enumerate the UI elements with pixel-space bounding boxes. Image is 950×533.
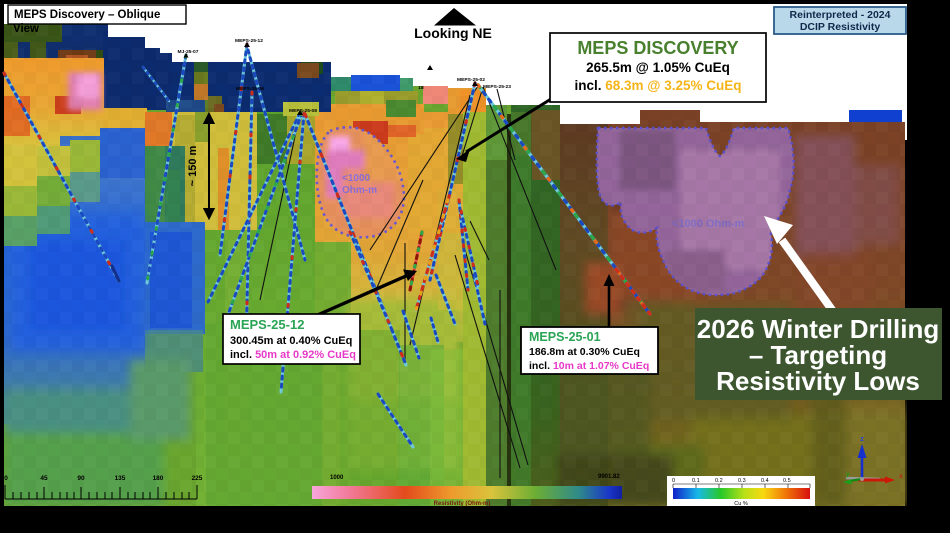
svg-text:incl. 10m at 1.07% CuEq: incl. 10m at 1.07% CuEq xyxy=(529,360,649,372)
svg-text:MEPS-25-12: MEPS-25-12 xyxy=(230,317,304,332)
svg-text:0: 0 xyxy=(672,478,675,484)
svg-text:Cu %: Cu % xyxy=(734,501,748,507)
svg-text:225: 225 xyxy=(192,475,203,482)
svg-text:0.3: 0.3 xyxy=(738,478,746,484)
svg-text:MEPS Discovery – Oblique: MEPS Discovery – Oblique xyxy=(14,9,160,21)
svg-text:MEPS-25-02: MEPS-25-02 xyxy=(457,77,485,83)
svg-text:45: 45 xyxy=(40,475,48,482)
svg-text:Reinterpreted - 2024: Reinterpreted - 2024 xyxy=(790,9,891,21)
svg-text:1000: 1000 xyxy=(330,475,344,481)
svg-text:Looking NE: Looking NE xyxy=(414,25,492,41)
svg-text:– Targeting: – Targeting xyxy=(749,340,887,370)
svg-text:0.4: 0.4 xyxy=(761,478,769,484)
svg-text:90: 90 xyxy=(77,475,85,482)
svg-text:MEPS-25-06: MEPS-25-06 xyxy=(236,86,264,92)
svg-text:incl. 68.3m @ 3.25% CuEq: incl. 68.3m @ 3.25% CuEq xyxy=(575,78,742,93)
svg-text:x: x xyxy=(899,473,903,480)
svg-text:MEPS-25-12: MEPS-25-12 xyxy=(235,38,263,44)
svg-text:Resistivity Lows: Resistivity Lows xyxy=(716,366,920,396)
svg-text:MEPS-25-08: MEPS-25-08 xyxy=(289,108,317,114)
svg-text:y: y xyxy=(846,472,850,478)
svg-text:135: 135 xyxy=(115,475,126,482)
svg-text:MJ-25-07: MJ-25-07 xyxy=(178,49,199,55)
svg-text:9901.82: 9901.82 xyxy=(598,474,620,480)
svg-text:2026 Winter Drilling: 2026 Winter Drilling xyxy=(697,314,940,344)
svg-text:View: View xyxy=(13,23,39,35)
svg-text:MEPS DISCOVERY: MEPS DISCOVERY xyxy=(577,38,738,58)
svg-text:300.45m at 0.40% CuEq: 300.45m at 0.40% CuEq xyxy=(230,335,352,347)
svg-text:MEPS-25-01: MEPS-25-01 xyxy=(529,330,601,344)
svg-text:MEPS-25-23: MEPS-25-23 xyxy=(483,84,511,90)
svg-text:0.5: 0.5 xyxy=(783,478,791,484)
svg-text:Resistivity (Ohm-m): Resistivity (Ohm-m) xyxy=(434,501,491,507)
svg-text:0.2: 0.2 xyxy=(715,478,723,484)
svg-text:186.8m at 0.30% CuEq: 186.8m at 0.30% CuEq xyxy=(529,346,640,358)
svg-text:265.5m @ 1.05% CuEq: 265.5m @ 1.05% CuEq xyxy=(586,60,730,75)
svg-text:0.1: 0.1 xyxy=(692,478,700,484)
svg-text:180: 180 xyxy=(153,475,164,482)
svg-text:incl. 50m at 0.92% CuEq: incl. 50m at 0.92% CuEq xyxy=(230,349,356,361)
svg-text:~ 150 m: ~ 150 m xyxy=(187,145,199,186)
svg-text:DCIP Resistivity: DCIP Resistivity xyxy=(800,21,880,33)
svg-text:0: 0 xyxy=(4,475,8,482)
svg-text:18: 18 xyxy=(418,85,424,91)
svg-text:z: z xyxy=(860,436,864,443)
